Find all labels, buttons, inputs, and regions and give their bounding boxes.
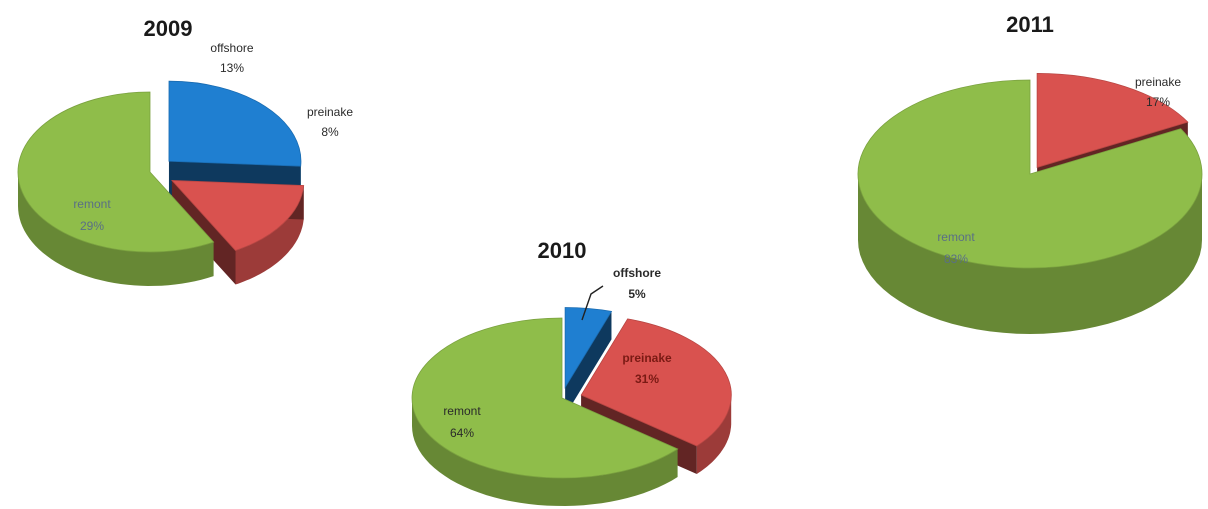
slice-percent-offshore: 13% <box>220 61 244 75</box>
slice-label-remont: remont <box>73 197 111 211</box>
pie-chart-2009: 2009 offshore 13% preinake 8% remont 29% <box>17 16 353 286</box>
slice-preinake <box>580 318 732 447</box>
slice-label-offshore: offshore <box>210 41 253 55</box>
slice-side-preinake <box>696 395 732 474</box>
slice-offshore <box>564 307 613 389</box>
slice-side-remont <box>412 398 678 506</box>
chart-title: 2011 <box>1006 12 1054 37</box>
slice-percent-remont: 64% <box>450 426 474 440</box>
slice-percent-remont: 29% <box>80 219 104 233</box>
slice-label-offshore: offshore <box>613 266 661 280</box>
slice-label-preinake: preinake <box>1135 75 1181 89</box>
pie-chart-2010: 2010 offshore 5% preinake 31% remont 64% <box>411 238 732 506</box>
slice-preinake <box>171 180 305 251</box>
callout-line-offshore <box>581 285 604 321</box>
slice-offshore <box>168 80 302 167</box>
slice-percent-preinake: 8% <box>321 125 339 139</box>
slice-label-remont: remont <box>443 404 481 418</box>
slice-percent-preinake: 31% <box>635 372 659 386</box>
slice-side-remont <box>858 174 1202 334</box>
pie-chart-2011: 2011 preinake 17% remont 83% <box>857 12 1203 334</box>
slice-side-remont <box>18 172 214 286</box>
chart-title: 2009 <box>144 16 193 41</box>
slice-preinake <box>1036 72 1189 168</box>
slice-face-offshore <box>565 311 612 416</box>
chart-title: 2010 <box>538 238 587 263</box>
slice-percent-remont: 83% <box>944 252 968 266</box>
slice-side-preinake <box>235 185 304 285</box>
slice-label-preinake: preinake <box>307 105 353 119</box>
slice-remont <box>857 79 1203 269</box>
slice-remont <box>17 91 215 253</box>
slice-percent-preinake: 17% <box>1146 95 1170 109</box>
slice-remont <box>411 317 679 479</box>
slice-label-remont: remont <box>937 230 975 244</box>
slice-percent-offshore: 5% <box>628 287 646 301</box>
slice-label-preinake: preinake <box>622 351 672 365</box>
